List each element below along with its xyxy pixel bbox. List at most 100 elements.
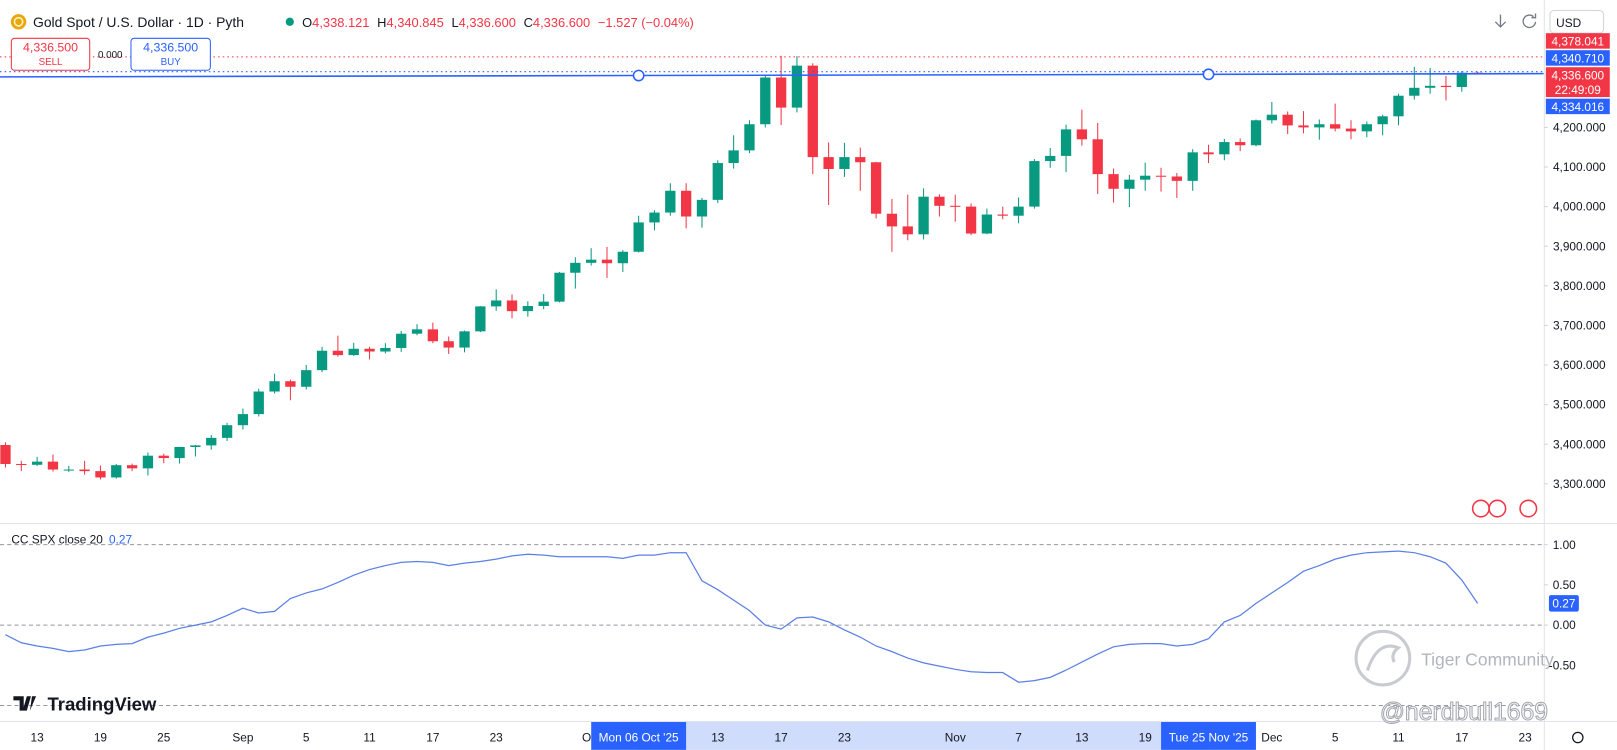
candle-body [47,461,59,470]
candle-body [617,251,628,264]
y-tick-label: 0.50 [1553,578,1576,592]
high-value: 4,340.845 [386,15,443,30]
x-tick-label: 19 [94,731,108,745]
currency-button[interactable] [1549,9,1605,34]
candle-body [16,463,27,466]
settings-icon[interactable] [1572,731,1584,744]
y-tick-label: -0.50 [1549,658,1576,672]
sell-button[interactable] [10,37,91,71]
candle-body [95,471,106,478]
candle-body [712,163,723,200]
candle-body [142,455,154,469]
candle-body [396,333,407,348]
candle-body [981,214,993,234]
candle-body [364,348,375,352]
x-tick-label: 5 [1332,731,1339,745]
candle-body [253,391,264,415]
y-tick-label: 3,400.000 [1553,437,1606,451]
open-value: 4,338.121 [312,15,369,30]
y-tick-label: 1.00 [1553,538,1576,552]
buy-button[interactable] [130,37,211,71]
candle-body [316,350,328,371]
candle-body [1424,85,1436,88]
candle-body [269,381,280,392]
reset-icon[interactable] [1522,13,1537,29]
candle-body [1045,155,1056,162]
indicator-legend: CC SPX close 20 0.27 [11,533,132,547]
candle-body [1013,206,1024,216]
candle-body [775,77,787,108]
price-label-box [1545,67,1610,98]
symbol-icon-inner [13,16,24,27]
event-flag[interactable] [1488,499,1507,518]
x-tick-label: 23 [838,731,852,745]
ohlc-legend: O4,338.121 H4,340.845 L4,336.600 C4,336.… [302,15,694,30]
y-tick-label: 3,500.000 [1553,398,1606,412]
indicator-line [5,550,1479,683]
candle-body [1155,175,1167,177]
candle-body [63,469,74,471]
low-value: 4,336.600 [459,15,516,30]
symbol-title[interactable]: Gold Spot / U.S. Dollar · 1D · Pyth [33,14,244,30]
x-tick-label: 17 [426,731,439,745]
candle-body [791,65,803,108]
candle-body [475,306,486,332]
x-tick-label: 13 [711,731,725,745]
buy-price[interactable]: 4,336.500 [143,41,198,55]
x-tick-label: 5 [303,731,310,745]
plot-area [0,55,1544,707]
sell-price[interactable]: 4,336.500 [23,41,78,55]
candle-body [506,300,518,312]
x-tick-label: 17 [775,731,788,745]
download-icon[interactable] [1494,14,1507,28]
candle-body [237,414,249,426]
y-tick-label: 3,900.000 [1553,239,1606,253]
candle-body [1124,179,1135,189]
candle-body [1345,128,1357,132]
market-status[interactable] [285,17,294,26]
candle-body [538,301,549,306]
watermark-icon [1354,629,1412,687]
watermark-icon-inner [1365,644,1402,671]
candle-body [870,162,882,214]
candle-body [206,437,217,446]
candle-body [1029,161,1040,207]
candle-body [633,222,644,252]
candle-body [427,329,439,342]
candle-body [934,196,945,206]
currency-label[interactable]: USD [1556,16,1581,30]
candle-body [522,305,534,312]
candle-body [554,272,565,302]
x-tick-label: 13 [31,731,45,745]
candle-body [570,262,581,273]
x-tick-label: 25 [157,731,171,745]
change-value: −1.527 (−0.04%) [598,15,694,30]
candle-body [680,190,692,217]
candle-body [79,469,90,472]
buy-label[interactable]: BUY [161,57,182,68]
candle-body [902,226,913,235]
candle-body [1314,124,1325,128]
watermark-text: Tiger Community [1421,649,1554,669]
candle-body [221,425,233,438]
y-tick-label: 4,200.000 [1553,121,1606,135]
candle-body [1393,95,1404,117]
candle-body [1235,142,1246,146]
candle-body [1266,114,1277,121]
candle-body [443,341,454,348]
sell-label[interactable]: SELL [39,57,63,68]
event-flag[interactable] [1471,499,1490,518]
branding: TradingView Tiger Community @nerdbull166… [13,629,1554,726]
x-tick-label: 17 [1455,731,1468,745]
candle-body [380,347,391,352]
candle-body [1171,176,1183,181]
last-value-label: 0.27 [1552,596,1575,610]
watermark-handle: @nerdbull1669 [1380,699,1548,726]
price-label: 4,336.600 [1551,69,1604,83]
x-tick-label: Nov [945,731,966,745]
candle-body [1440,85,1452,88]
event-flag[interactable] [1519,499,1538,518]
candle-body [1219,142,1230,155]
candle-body [158,455,169,459]
